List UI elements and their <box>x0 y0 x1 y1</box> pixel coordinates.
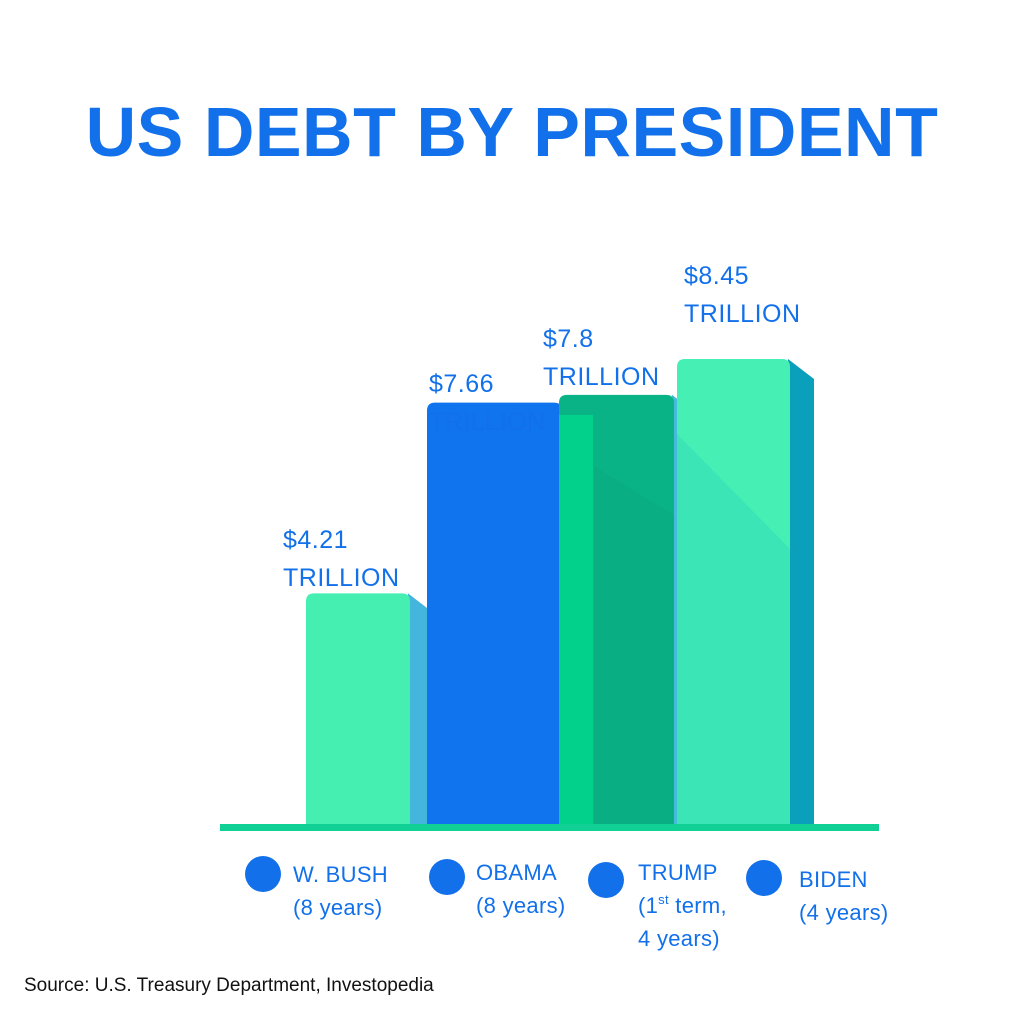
bar-trump-shading <box>559 444 674 826</box>
legend-bush-term: (8 years) <box>293 895 383 920</box>
legend-trump-term: (1st term, <box>638 892 727 918</box>
legend-label-obama: OBAMA (8 years) <box>476 856 566 922</box>
source-note: Source: U.S. Treasury Department, Invest… <box>24 975 434 996</box>
legend-dot-obama <box>429 859 465 895</box>
value-label-bush-amount: $4.21 <box>283 526 348 554</box>
value-labels: $4.21 TRILLION $7.66 TRILLION $7.8 TRILLION $8… <box>283 262 801 592</box>
legend-dot-biden <box>746 860 782 896</box>
bar-side-biden <box>788 359 814 826</box>
value-label-obama-amount: $7.66 <box>429 370 494 398</box>
bars <box>306 359 814 826</box>
chart-title: US DEBT BY PRESIDENT <box>85 93 939 171</box>
legend-trump-term-length: 4 years) <box>638 926 720 951</box>
value-label-biden-unit: TRILLION <box>684 300 801 328</box>
legend-dot-bush <box>245 856 281 892</box>
value-label-trump-unit: TRILLION <box>543 363 660 391</box>
value-label-trump-amount: $7.8 <box>543 325 594 353</box>
bar-obama <box>427 402 562 826</box>
legend-label-bush: W. BUSH (8 years) <box>293 858 388 924</box>
value-label-biden-amount: $8.45 <box>684 262 749 290</box>
bar-bush <box>306 593 410 826</box>
legend-obama-term: (8 years) <box>476 893 566 918</box>
legend-biden-term: (4 years) <box>799 900 889 925</box>
legend-trump-name: TRUMP <box>638 860 718 885</box>
legend-biden-name: BIDEN <box>799 867 868 892</box>
legend-obama-name: OBAMA <box>476 860 557 885</box>
legend-label-trump: TRUMP (1st term, 4 years) <box>638 856 727 955</box>
legend-bush-name: W. BUSH <box>293 862 388 887</box>
legend-dot-trump <box>588 862 624 898</box>
baseline <box>220 824 879 831</box>
value-label-obama-unit: TRILLION <box>429 408 546 436</box>
bar-biden <box>677 359 790 826</box>
value-label-bush-unit: TRILLION <box>283 564 400 592</box>
legend-label-biden: BIDEN (4 years) <box>799 863 889 929</box>
bar-trump-left-edge <box>559 414 593 826</box>
bar-biden-shading <box>677 434 790 826</box>
